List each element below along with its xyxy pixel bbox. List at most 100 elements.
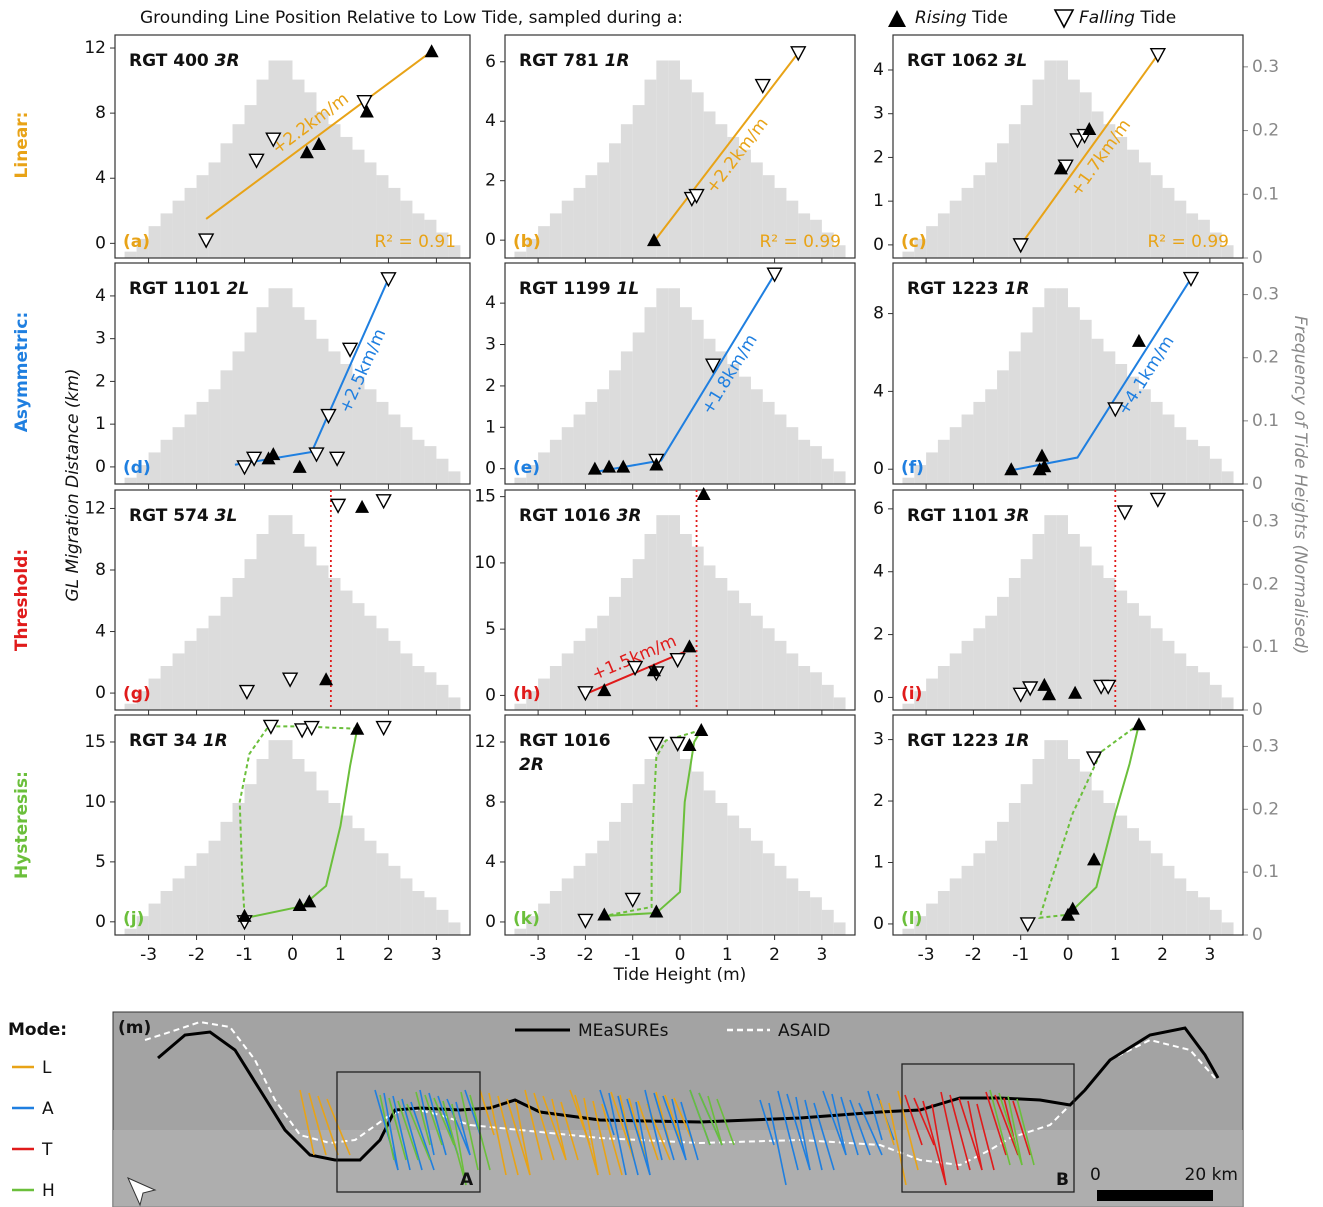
histogram-bar bbox=[573, 640, 586, 710]
plot-frame bbox=[114, 34, 471, 259]
y-tick-label: 12 bbox=[84, 498, 106, 518]
histogram-bar bbox=[1186, 439, 1199, 484]
x-tick-label: 3 bbox=[816, 945, 827, 965]
y-tick-label: 2 bbox=[95, 371, 106, 391]
transect bbox=[599, 1089, 615, 1136]
histogram-bar bbox=[1186, 666, 1199, 710]
histogram-bar bbox=[937, 439, 950, 484]
rising-point bbox=[1082, 122, 1097, 136]
x-tick-label: 0 bbox=[675, 945, 686, 965]
histogram-bar bbox=[1127, 828, 1139, 935]
y-tick-label: 1 bbox=[95, 414, 106, 434]
histogram-bar bbox=[620, 578, 633, 710]
y-tick-label: 1 bbox=[873, 191, 884, 211]
y-tick-label: 12 bbox=[84, 38, 106, 58]
rising-point bbox=[597, 683, 612, 697]
histogram-bar bbox=[352, 828, 365, 935]
histogram-bar bbox=[1068, 307, 1080, 484]
histogram-bar bbox=[196, 401, 209, 484]
rising-point bbox=[1131, 717, 1146, 731]
transect bbox=[610, 1091, 635, 1161]
panel-title-beam: 2R bbox=[519, 755, 544, 775]
histogram-bar bbox=[538, 903, 550, 935]
histogram-bar bbox=[703, 790, 716, 935]
histogram-bar bbox=[376, 175, 389, 258]
histogram-bar bbox=[656, 515, 669, 710]
rising-point bbox=[1065, 901, 1080, 915]
panel-title: RGT 1016 2R bbox=[519, 731, 611, 775]
falling-point bbox=[1116, 505, 1133, 521]
histogram-bar bbox=[1068, 79, 1080, 258]
x-tick-label: -1 bbox=[236, 945, 253, 965]
histogram-bar bbox=[798, 666, 811, 710]
transect bbox=[804, 1099, 823, 1171]
transect bbox=[989, 1089, 1011, 1166]
histogram-bar bbox=[1020, 559, 1033, 710]
mode-legend: L A T H bbox=[12, 1058, 55, 1201]
histogram-bar bbox=[1056, 515, 1068, 710]
histogram-bar bbox=[798, 891, 811, 935]
rising-point bbox=[1131, 333, 1146, 347]
transect bbox=[451, 1103, 467, 1186]
histogram-bar bbox=[1150, 628, 1163, 710]
histogram-bar bbox=[1174, 427, 1187, 484]
histogram-bar bbox=[1032, 759, 1045, 935]
transect bbox=[560, 1101, 579, 1161]
histogram-bar bbox=[388, 865, 401, 935]
histogram-bar bbox=[526, 465, 539, 484]
histogram-bar bbox=[549, 666, 562, 710]
histogram-bar bbox=[597, 389, 610, 484]
plot-frame bbox=[504, 489, 856, 711]
transect bbox=[383, 1092, 399, 1171]
transect bbox=[958, 1097, 983, 1171]
y2-tick-label: 0.2 bbox=[1252, 799, 1279, 819]
histogram-bar bbox=[914, 916, 927, 935]
rising-point bbox=[682, 639, 697, 653]
transect bbox=[308, 1092, 327, 1156]
transect bbox=[716, 1098, 735, 1146]
histogram-bar bbox=[412, 439, 425, 484]
y-tick-label: 0 bbox=[873, 235, 884, 255]
rising-point bbox=[1087, 852, 1102, 866]
transect bbox=[397, 1100, 419, 1161]
histogram-bar bbox=[762, 853, 775, 935]
scale-label: 0 bbox=[1090, 1165, 1101, 1185]
panel-title-rgt: RGT 1016 bbox=[519, 731, 611, 751]
histogram-bar bbox=[549, 891, 562, 935]
falling-point bbox=[262, 719, 280, 735]
histogram-bar bbox=[561, 427, 574, 484]
histogram-bar bbox=[136, 916, 149, 935]
histogram-bar bbox=[280, 740, 293, 935]
falling-point bbox=[754, 78, 771, 95]
histogram-bar bbox=[985, 389, 998, 484]
transect bbox=[904, 1094, 923, 1146]
histogram-bar bbox=[1221, 922, 1234, 935]
x-tick-label: 1 bbox=[722, 945, 733, 965]
y-tick-label: 0 bbox=[873, 914, 884, 934]
histogram-bar bbox=[448, 471, 461, 484]
histogram-bar bbox=[232, 351, 245, 484]
histogram-bar bbox=[514, 477, 527, 484]
rising-point bbox=[292, 459, 307, 473]
histogram-bar bbox=[1056, 60, 1068, 258]
loop-falling bbox=[238, 725, 358, 916]
panel-label: (c) bbox=[901, 232, 927, 252]
falling-point bbox=[790, 46, 807, 62]
mode-label: L bbox=[42, 1058, 52, 1078]
histogram-bar bbox=[620, 351, 633, 484]
panel-title-beam: 1R bbox=[605, 51, 630, 71]
y2-tick-label: 0 bbox=[1252, 248, 1263, 268]
panel-label: (i) bbox=[901, 684, 922, 704]
histogram-bar bbox=[1174, 200, 1187, 258]
histogram-bar bbox=[1150, 853, 1163, 935]
transect bbox=[374, 1089, 399, 1171]
histogram-bar bbox=[172, 653, 185, 710]
histogram-bar bbox=[668, 60, 680, 258]
rising-point bbox=[597, 907, 612, 921]
y-tick-label: 3 bbox=[95, 329, 106, 349]
y2-tick-label: 0.1 bbox=[1252, 411, 1279, 431]
y2-tick-label: 0.3 bbox=[1252, 285, 1279, 305]
histogram-bar bbox=[549, 439, 562, 484]
